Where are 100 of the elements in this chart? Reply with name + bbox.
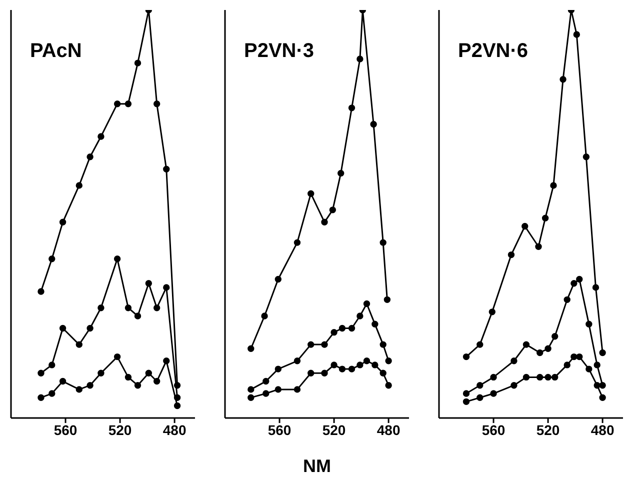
point [356,312,364,320]
point [490,390,497,397]
point [321,341,328,348]
x-axis-title: NM [303,456,331,476]
point [372,362,378,368]
point [535,243,542,250]
point [329,206,336,214]
point [550,182,557,189]
point [536,374,544,381]
point [145,370,152,376]
point [98,304,104,312]
point [145,280,152,287]
text: P2VN·3 [244,40,314,63]
point [536,349,544,356]
point [59,218,66,226]
point [370,120,377,128]
point [462,353,470,360]
point [356,362,364,368]
x-tick-label: 520 [322,422,346,438]
point [274,276,282,283]
x-tick-label: 480 [376,422,400,438]
x-tick-label: 480 [162,422,186,438]
point [124,100,132,108]
point [38,394,44,401]
point [522,222,528,230]
point [490,374,497,381]
point [570,280,578,287]
point [510,382,518,389]
x-tick-label: 480 [590,422,614,438]
point [338,324,346,332]
point [308,341,314,348]
point [248,394,254,401]
point [294,358,301,364]
x-tick-label: 520 [108,422,132,438]
point [599,349,606,356]
point [338,170,344,177]
point [599,382,606,389]
point [274,386,282,393]
point [476,341,484,348]
point [124,374,132,381]
point [564,362,570,368]
point [380,370,386,376]
point [570,353,578,360]
point [348,324,356,332]
point [308,190,314,197]
point [261,312,268,320]
point [134,60,142,66]
point [98,370,104,376]
point [163,284,170,291]
text: PAcN [30,40,82,63]
point [153,378,160,385]
point [384,296,391,304]
point [86,382,94,389]
point [38,370,44,376]
point [294,386,301,393]
point [385,382,392,389]
point [330,328,338,336]
point [48,256,56,262]
point [153,100,160,108]
point [564,296,570,304]
point [462,390,470,397]
x-tick-label: 520 [536,422,560,438]
text: P2VN·6 [458,40,528,63]
point [174,382,181,389]
point [363,358,370,364]
point [76,182,82,189]
point [134,382,142,389]
point [248,386,254,393]
point [274,366,282,372]
point [508,251,515,258]
point [488,308,496,316]
point [262,378,270,385]
point [48,362,56,368]
point [48,390,56,397]
point [348,366,356,372]
point [248,345,254,352]
point [163,166,170,172]
point [576,276,583,283]
point [308,370,314,376]
point [522,374,530,381]
point [114,353,121,360]
point [462,398,470,406]
point [576,353,583,360]
x-tick-label: 560 [482,422,506,438]
point [599,394,606,401]
point [86,154,94,160]
point [124,304,132,312]
point [594,382,600,389]
point [560,76,566,83]
point [174,394,181,401]
point [510,358,518,364]
point [348,104,356,112]
point [385,358,392,364]
point [380,341,386,348]
point [98,133,104,140]
point [153,304,160,312]
point [476,382,484,389]
point [363,300,370,308]
point [356,56,364,62]
point [552,333,558,340]
